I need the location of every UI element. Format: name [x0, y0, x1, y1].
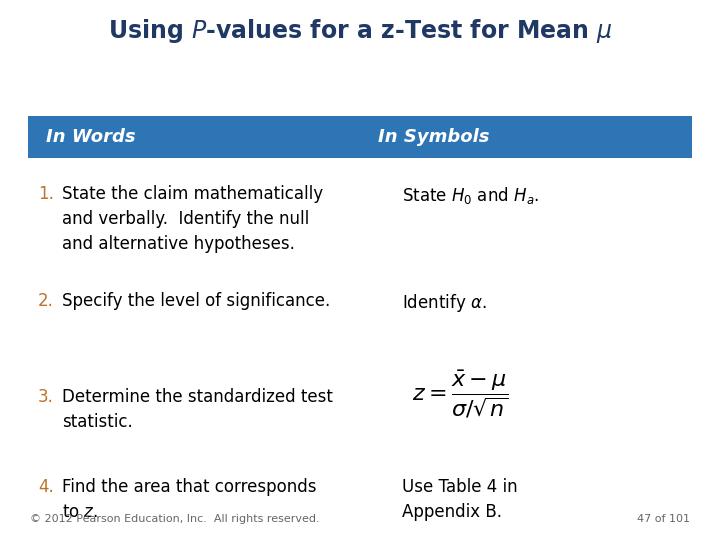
Text: Use Table 4 in
Appendix B.: Use Table 4 in Appendix B. — [402, 478, 518, 521]
Text: 1.: 1. — [38, 185, 54, 203]
Text: 4.: 4. — [38, 478, 54, 496]
Text: In Words: In Words — [46, 128, 135, 146]
Text: State the claim mathematically
and verbally.  Identify the null
and alternative : State the claim mathematically and verba… — [62, 185, 323, 253]
Text: In Symbols: In Symbols — [379, 128, 490, 146]
Text: State $H_0$ and $H_a$.: State $H_0$ and $H_a$. — [402, 185, 539, 206]
Text: Using $P$-values for a z-Test for Mean $\mu$: Using $P$-values for a z-Test for Mean $… — [108, 17, 612, 45]
Text: Identify $\alpha$.: Identify $\alpha$. — [402, 292, 487, 314]
Text: Find the area that corresponds
to $z$.: Find the area that corresponds to $z$. — [62, 478, 317, 521]
Text: Determine the standardized test
statistic.: Determine the standardized test statisti… — [62, 388, 333, 431]
FancyBboxPatch shape — [28, 116, 692, 158]
Text: 3.: 3. — [38, 388, 54, 406]
Text: 47 of 101: 47 of 101 — [637, 514, 690, 524]
Text: © 2012 Pearson Education, Inc.  All rights reserved.: © 2012 Pearson Education, Inc. All right… — [30, 514, 320, 524]
Text: $z = \dfrac{\bar{x} - \mu}{\sigma / \sqrt{n}}$: $z = \dfrac{\bar{x} - \mu}{\sigma / \sqr… — [412, 368, 508, 420]
Text: Specify the level of significance.: Specify the level of significance. — [62, 292, 330, 310]
Text: 2.: 2. — [38, 292, 54, 310]
